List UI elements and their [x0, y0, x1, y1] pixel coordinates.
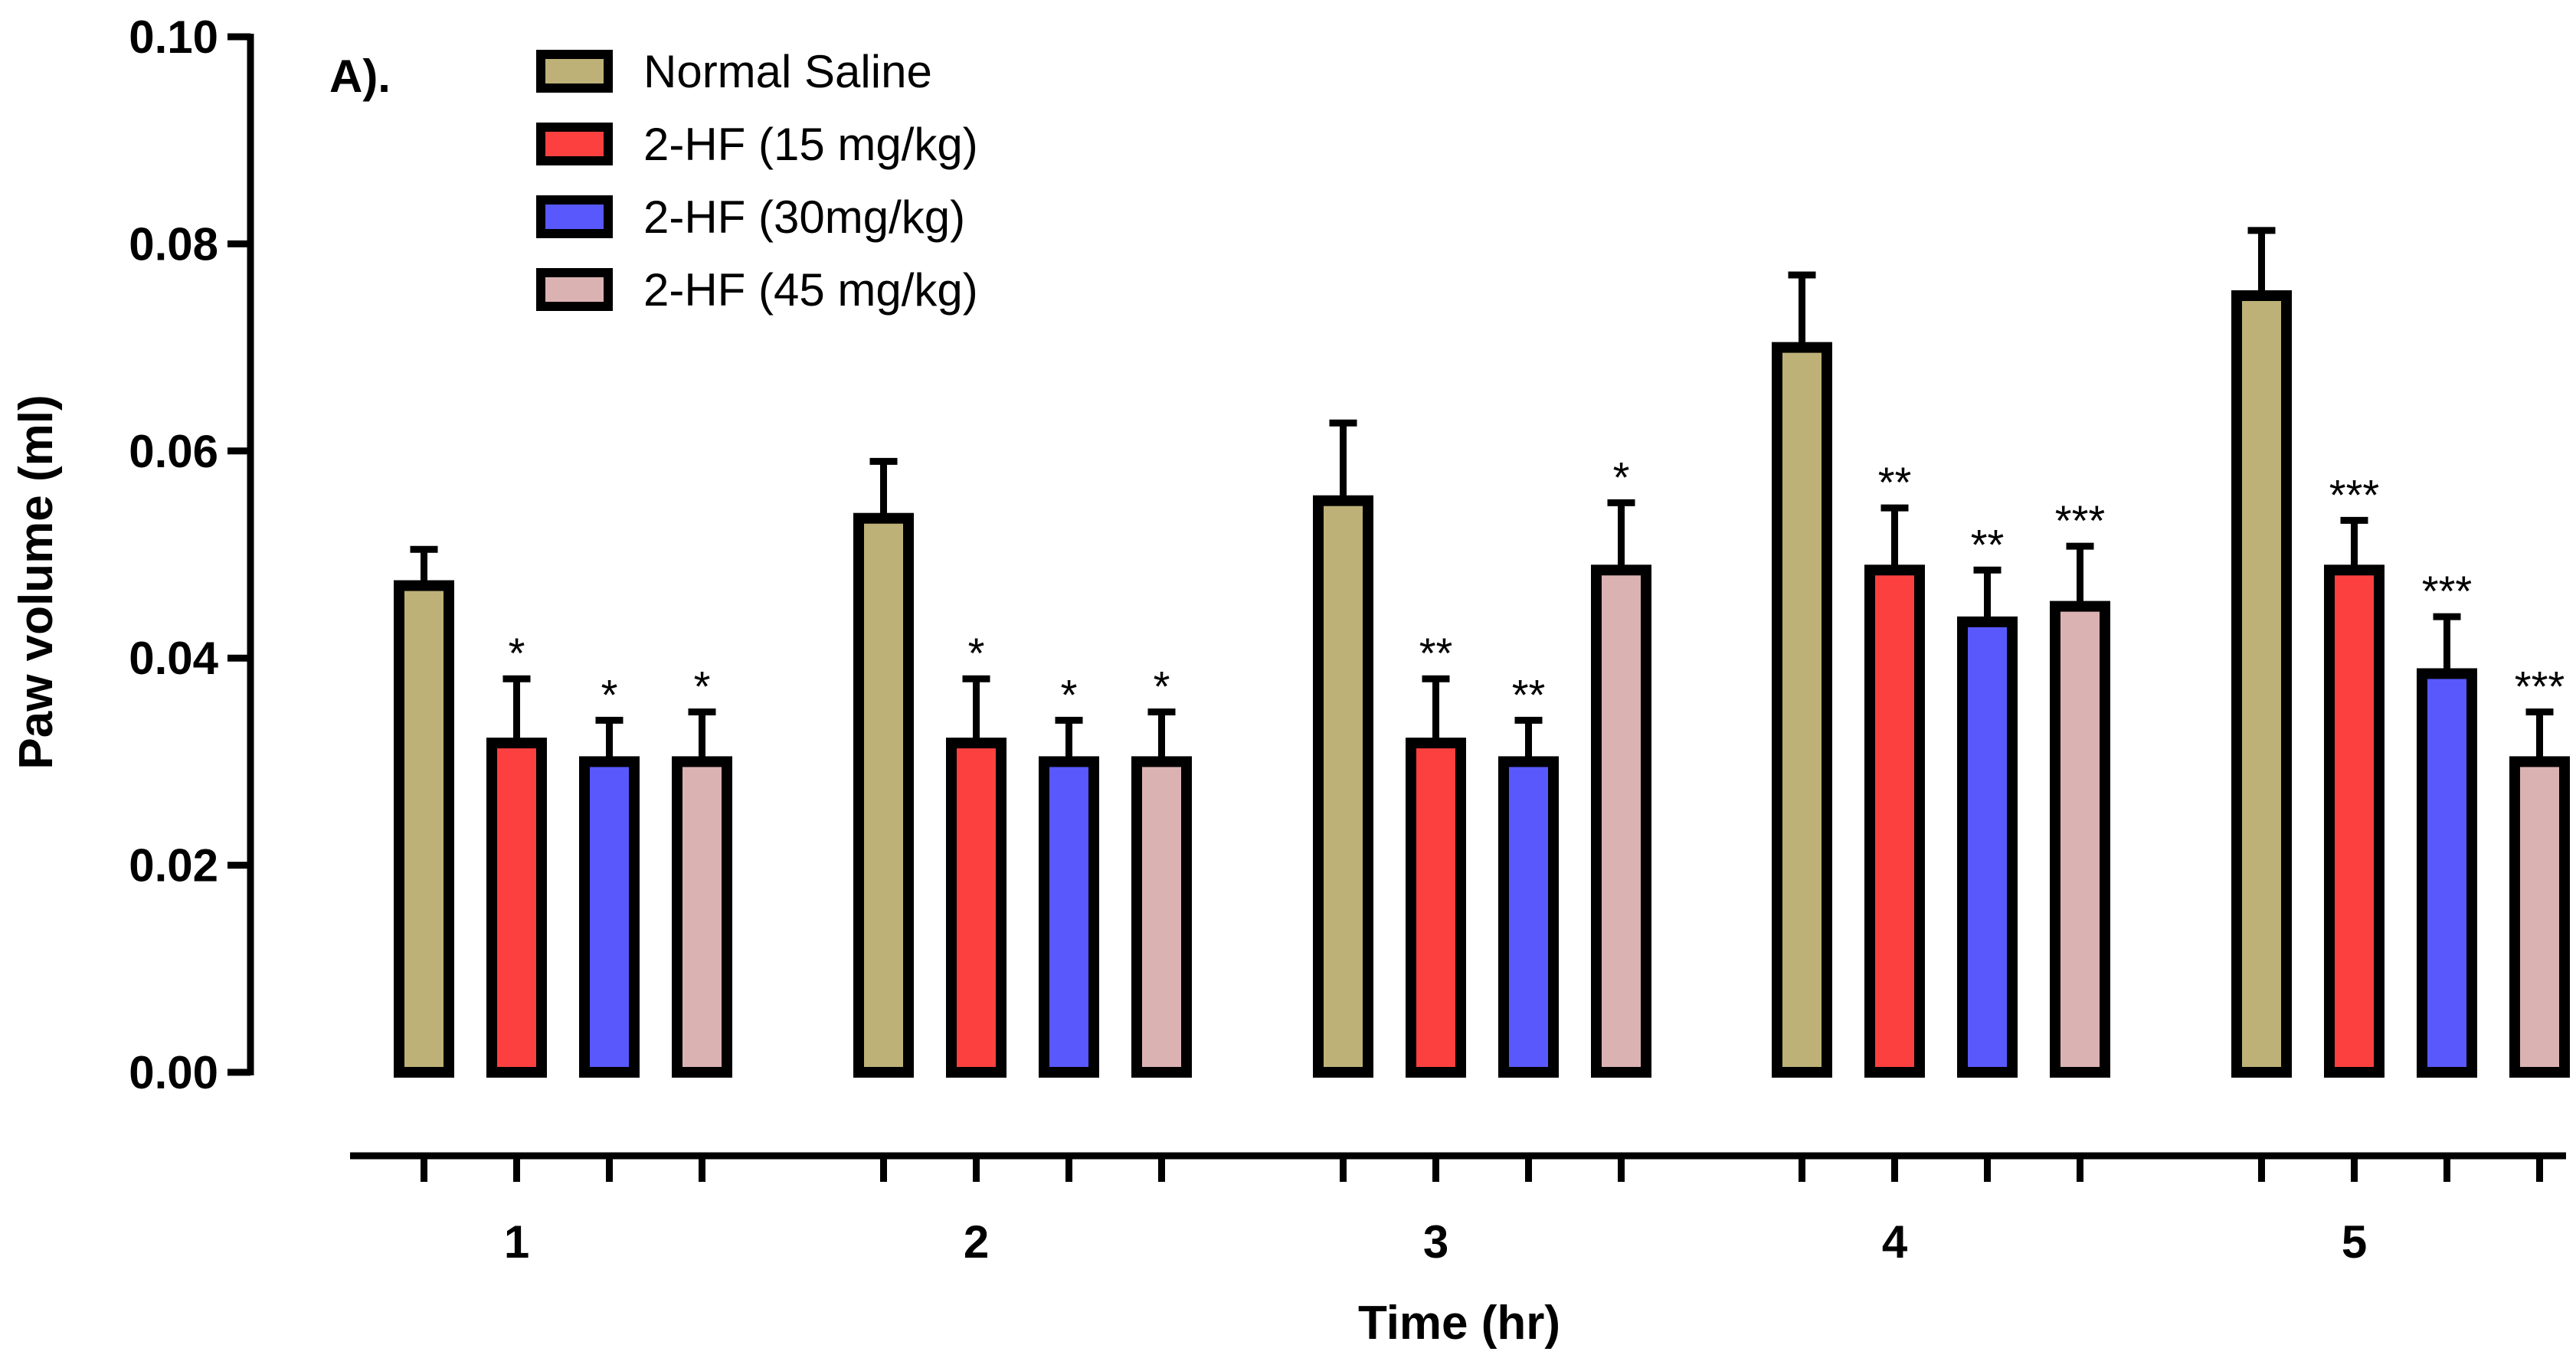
x-tick-label: 1 — [504, 1216, 529, 1268]
y-axis-title: Paw volume (ml) — [10, 394, 63, 769]
bar — [1498, 756, 1559, 1078]
bar — [672, 756, 732, 1078]
bar — [1131, 756, 1192, 1078]
bar — [853, 512, 914, 1078]
significance-label: ** — [1971, 520, 2005, 568]
bar — [1864, 564, 1925, 1078]
bar — [2417, 668, 2477, 1078]
x-axis-title: Time (hr) — [1358, 1297, 1560, 1350]
significance-label: * — [1061, 670, 1078, 718]
legend-label: 2-HF (15 mg/kg) — [643, 119, 978, 170]
legend-swatch — [536, 50, 613, 93]
panel-label: A). — [329, 51, 391, 102]
bars: ** *** ****** **** ************ — [394, 227, 2570, 1078]
bar — [2324, 564, 2385, 1078]
legend-label: 2-HF (45 mg/kg) — [643, 264, 978, 316]
bar — [1039, 756, 1099, 1078]
y-tick-label: 0.02 — [129, 840, 218, 892]
y-tick-label: 0.04 — [129, 633, 218, 684]
x-axis: 1 2 3 4 5 — [350, 1152, 2566, 1268]
significance-label: ** — [1512, 670, 1546, 718]
significance-label: * — [509, 629, 525, 677]
significance-label: *** — [2422, 567, 2472, 615]
bar — [1957, 616, 2018, 1078]
significance-label: * — [1613, 453, 1630, 501]
bar — [1772, 342, 1832, 1078]
legend: Normal Saline 2-HF (15 mg/kg) 2-HF (30mg/k… — [536, 46, 978, 316]
bar — [579, 756, 640, 1078]
legend-label: Normal Saline — [643, 46, 932, 97]
significance-label: *** — [2055, 496, 2105, 545]
significance-label: * — [694, 663, 711, 711]
bar — [946, 738, 1007, 1078]
legend-swatch — [536, 123, 613, 165]
x-tick-label: 4 — [1882, 1216, 1908, 1268]
y-tick-label: 0.08 — [129, 218, 218, 270]
significance-label: * — [968, 629, 985, 677]
bar — [1313, 495, 1373, 1078]
legend-label: 2-HF (30mg/kg) — [643, 191, 965, 243]
significance-label: * — [1154, 663, 1170, 711]
legend-swatch — [536, 195, 613, 238]
significance-label: *** — [2329, 470, 2379, 519]
x-tick-label: 5 — [2342, 1216, 2367, 1268]
x-tick-label: 3 — [1423, 1216, 1448, 1268]
bar — [394, 580, 454, 1078]
bar — [1406, 738, 1466, 1078]
y-axis: 0.00 0.02 0.04 0.06 0.08 0.10 — [129, 11, 254, 1098]
bar — [1591, 564, 1651, 1078]
bar — [2231, 290, 2292, 1078]
y-tick-label: 0.00 — [129, 1047, 218, 1098]
y-tick-label: 0.10 — [129, 11, 218, 63]
y-tick-label: 0.06 — [129, 426, 218, 477]
x-tick-label: 2 — [964, 1216, 989, 1268]
bar — [2050, 600, 2110, 1078]
significance-label: ** — [1419, 629, 1453, 677]
bar — [486, 738, 547, 1078]
bar — [2509, 756, 2570, 1078]
legend-swatch — [536, 268, 613, 311]
significance-label: *** — [2515, 663, 2565, 711]
significance-label: * — [601, 670, 618, 718]
significance-label: ** — [1878, 458, 1912, 506]
